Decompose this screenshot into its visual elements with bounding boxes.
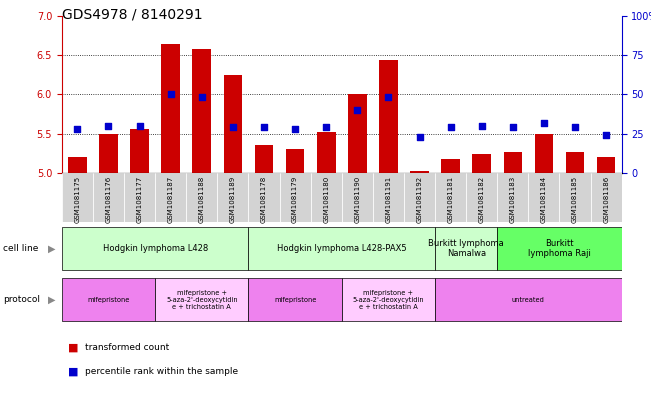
Bar [317,132,335,173]
Point [228,124,238,130]
Bar [441,159,460,173]
Bar [249,278,342,321]
Point [570,124,580,130]
Bar [279,173,311,222]
Point [414,134,424,140]
Bar [497,173,529,222]
Bar [130,129,149,173]
Point [290,126,300,132]
Point [134,123,145,129]
Bar [62,173,93,222]
Text: GSM1081177: GSM1081177 [137,175,143,222]
Bar [410,171,429,173]
Point [72,126,83,132]
Point [445,124,456,130]
Bar [124,173,155,222]
Bar [311,173,342,222]
Bar [534,134,553,173]
Text: GSM1081188: GSM1081188 [199,175,205,222]
Bar [503,152,522,173]
Text: GSM1081175: GSM1081175 [74,175,80,222]
Text: GSM1081182: GSM1081182 [478,175,485,222]
Text: GSM1081183: GSM1081183 [510,175,516,222]
Bar [99,134,118,173]
Text: GSM1081187: GSM1081187 [168,175,174,222]
Bar [348,94,367,173]
Bar [62,278,155,321]
Bar [223,75,242,173]
Bar [342,173,373,222]
Text: GSM1081190: GSM1081190 [354,175,360,222]
Bar [373,173,404,222]
Text: GSM1081181: GSM1081181 [448,175,454,222]
Bar [559,173,590,222]
Point [165,91,176,97]
Text: Hodgkin lymphoma L428-PAX5: Hodgkin lymphoma L428-PAX5 [277,244,407,253]
Text: ▶: ▶ [48,244,55,253]
Bar [255,145,273,173]
Bar [342,278,435,321]
Bar [93,173,124,222]
Bar [379,60,398,173]
Bar [473,154,491,173]
Text: mifepristone: mifepristone [274,297,316,303]
Bar [566,152,585,173]
Bar [435,278,622,321]
Text: untreated: untreated [512,297,545,303]
Text: Burkitt lymphoma
Namalwa: Burkitt lymphoma Namalwa [428,239,504,258]
Point [197,94,207,101]
Bar [193,49,211,173]
Point [539,119,549,126]
Point [383,94,394,101]
Text: mifepristone +
5-aza-2'-deoxycytidin
e + trichostatin A: mifepristone + 5-aza-2'-deoxycytidin e +… [166,290,238,310]
Text: GSM1081185: GSM1081185 [572,175,578,222]
Bar [404,173,435,222]
Text: cell line: cell line [3,244,38,253]
Bar [286,149,305,173]
Bar [590,173,622,222]
Text: GSM1081180: GSM1081180 [324,175,329,222]
Text: Burkitt
lymphoma Raji: Burkitt lymphoma Raji [528,239,591,258]
Text: GSM1081184: GSM1081184 [541,175,547,222]
Text: transformed count: transformed count [85,343,169,352]
Text: GSM1081192: GSM1081192 [417,175,422,222]
Bar [529,173,559,222]
Bar [249,227,435,270]
Point [477,123,487,129]
Bar [597,157,615,173]
Bar [435,227,497,270]
Bar [68,157,87,173]
Text: ▶: ▶ [48,295,55,305]
Point [352,107,363,113]
Text: GSM1081189: GSM1081189 [230,175,236,222]
Point [508,124,518,130]
Point [601,132,611,138]
Bar [466,173,497,222]
Text: Hodgkin lymphoma L428: Hodgkin lymphoma L428 [102,244,208,253]
Text: GSM1081179: GSM1081179 [292,175,298,222]
Text: ■: ■ [68,343,79,353]
Bar [155,173,186,222]
Text: GSM1081176: GSM1081176 [105,175,111,222]
Bar [497,227,622,270]
Text: mifepristone +
5-aza-2'-deoxycytidin
e + trichostatin A: mifepristone + 5-aza-2'-deoxycytidin e +… [353,290,424,310]
Bar [217,173,249,222]
Point [259,124,270,130]
Text: GDS4978 / 8140291: GDS4978 / 8140291 [62,8,202,22]
Bar [161,44,180,173]
Text: GSM1081178: GSM1081178 [261,175,267,222]
Text: mifepristone: mifepristone [87,297,130,303]
Bar [186,173,217,222]
Text: GSM1081186: GSM1081186 [603,175,609,222]
Text: percentile rank within the sample: percentile rank within the sample [85,367,238,376]
Bar [249,173,279,222]
Text: GSM1081191: GSM1081191 [385,175,391,222]
Bar [62,227,249,270]
Text: protocol: protocol [3,295,40,304]
Bar [435,173,466,222]
Bar [155,278,249,321]
Text: ■: ■ [68,366,79,376]
Point [104,123,114,129]
Point [321,124,331,130]
